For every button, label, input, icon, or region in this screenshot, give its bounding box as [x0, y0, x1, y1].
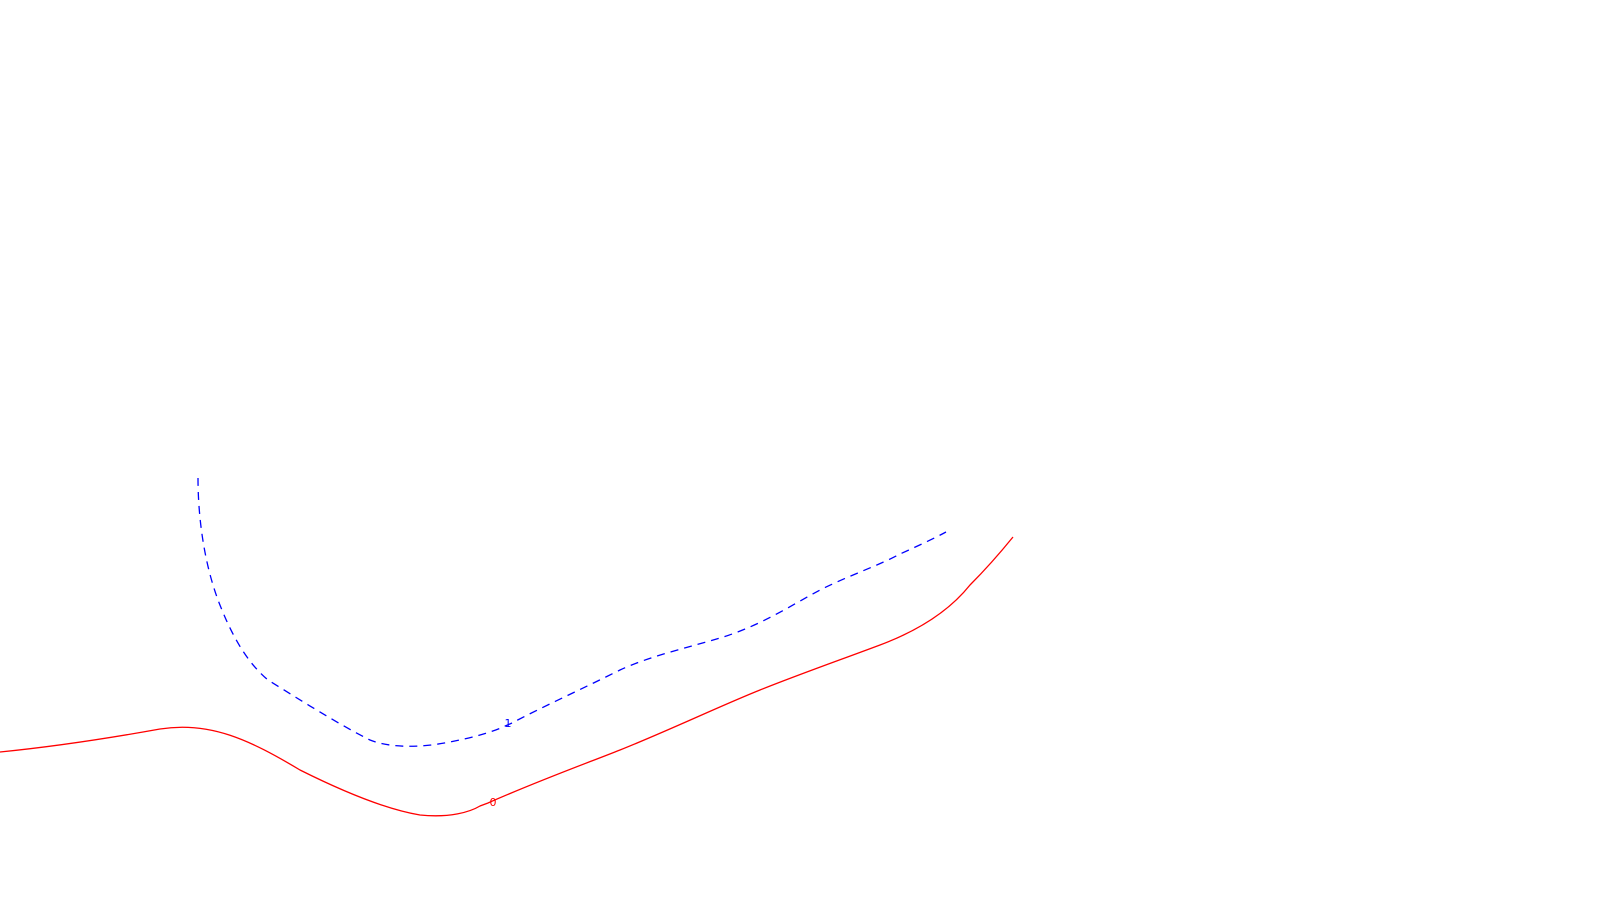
contour-1-line	[197, 477, 947, 747]
contour-1: 1	[197, 477, 947, 747]
contour-0-label: 0	[490, 796, 497, 809]
contour-0: 0	[0, 536, 1014, 817]
contour-0-line	[0, 536, 1014, 817]
contour-1-label: 1	[505, 717, 512, 730]
